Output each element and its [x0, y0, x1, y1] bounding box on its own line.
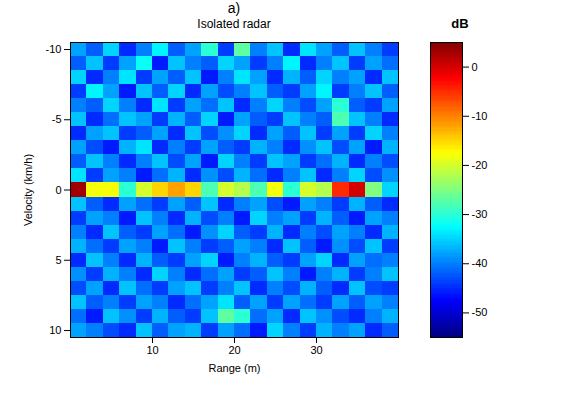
html-text:a): a) — [227, 0, 241, 16]
svg-text:-10: -10 — [472, 110, 488, 122]
svg-text:5: 5 — [55, 254, 61, 266]
svg-text:-30: -30 — [472, 208, 488, 220]
svg-text:30: 30 — [310, 344, 322, 356]
svg-text:-10: -10 — [46, 43, 62, 55]
svg-text:10: 10 — [49, 324, 61, 336]
html-text:dB: dB — [451, 16, 469, 31]
svg-text:Range (m): Range (m) — [209, 362, 261, 374]
svg-text:-40: -40 — [472, 257, 488, 269]
svg-text:0: 0 — [472, 61, 478, 73]
svg-text:Velocity (km/h): Velocity (km/h) — [22, 154, 34, 226]
svg-text:-5: -5 — [52, 113, 62, 125]
svg-text:0: 0 — [55, 184, 61, 196]
svg-text:-20: -20 — [472, 159, 488, 171]
svg-text:-50: -50 — [472, 306, 488, 318]
html-text:Isolated radar: Isolated radar — [197, 17, 271, 31]
svg-text:10: 10 — [146, 344, 158, 356]
svg-text:20: 20 — [228, 344, 240, 356]
